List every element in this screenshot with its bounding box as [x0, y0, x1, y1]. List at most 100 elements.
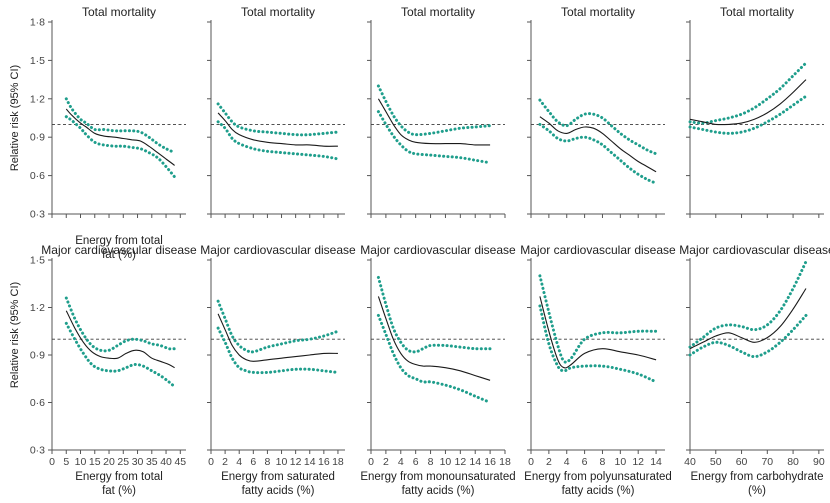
ci-upper-line [376, 275, 492, 354]
y-tick-label: 1·2 [30, 302, 45, 314]
chart-panel-r0c1: Total mortality [207, 5, 345, 218]
y-tick-label: 0·9 [30, 132, 45, 144]
estimate-line [539, 116, 657, 173]
x-tick-label: 10 [614, 456, 626, 468]
x-tick-label: 4 [236, 456, 242, 468]
x-tick-label: 40 [160, 456, 172, 468]
panel-title: Total mortality [401, 5, 475, 19]
y-axis-label-bottom: Relative risk (95% CI) [9, 282, 21, 388]
ci-lower-line [688, 313, 808, 359]
x-axis-label: fatty acids (%) [402, 485, 475, 497]
x-tick-label: 18 [332, 456, 344, 468]
x-axis-label: fat (%) [102, 249, 136, 261]
x-tick-label: 8 [428, 456, 434, 468]
x-tick-label: 25 [117, 456, 129, 468]
x-tick-label: 16 [318, 456, 330, 468]
estimate-line [539, 296, 657, 369]
x-tick-label: 40 [684, 456, 696, 468]
ci-upper-line [376, 84, 492, 137]
panel-title: Total mortality [720, 5, 794, 19]
x-tick-label: 10 [440, 456, 452, 468]
x-tick-label: 4 [564, 456, 570, 468]
ci-upper-line [216, 299, 340, 354]
ci-lower-line [376, 313, 492, 404]
x-tick-label: 10 [276, 456, 288, 468]
ci-lower-line [376, 110, 492, 165]
x-tick-label: 0 [368, 456, 374, 468]
panel-title: Major cardiovascular disease [41, 243, 197, 257]
x-axis-label: Energy from total [75, 235, 163, 247]
x-tick-label: 50 [710, 456, 722, 468]
estimate-line [689, 288, 807, 350]
y-tick-label: 1·2 [30, 93, 45, 105]
x-tick-label: 10 [75, 456, 87, 468]
ci-upper-line [688, 61, 808, 125]
x-tick-label: 4 [398, 456, 404, 468]
chart-panel-r1c0: Major cardiovascular disease 0·3 0·6 0·9 1·2… [30, 243, 197, 497]
ci-upper-line [64, 296, 177, 353]
panel-title: Total mortality [561, 5, 635, 19]
chart-panel-r1c3: Major cardiovascular disease 0 2 4 6 8 10 12 14 E… [520, 243, 676, 497]
x-tick-label: 16 [484, 456, 496, 468]
panel-title: Major cardiovascular disease [520, 243, 676, 257]
ci-upper-line [688, 260, 808, 349]
panel-title: Major cardiovascular disease [200, 243, 356, 257]
x-axis-label: Energy from carbohydrate [691, 471, 824, 483]
chart-panel-r0c3: Total mortality [527, 5, 665, 218]
estimate-line [217, 112, 338, 147]
panel-title: Major cardiovascular disease [679, 243, 830, 257]
estimate-line [65, 108, 175, 166]
ci-lower-line [216, 326, 340, 375]
estimate-line [217, 313, 338, 362]
x-axis-label: Energy from polyunsaturated [524, 471, 672, 483]
x-tick-label: 70 [761, 456, 773, 468]
x-tick-label: 30 [132, 456, 144, 468]
ci-upper-line [538, 98, 658, 156]
ci-upper-line [216, 102, 340, 137]
ci-upper-line [538, 274, 658, 364]
estimate-line [65, 310, 175, 369]
y-axis-label-top: Relative risk (95% CI) [9, 65, 21, 171]
x-tick-label: 14 [304, 456, 316, 468]
x-tick-label: 2 [546, 456, 552, 468]
x-tick-label: 0 [528, 456, 534, 468]
ci-upper-line [64, 97, 177, 155]
x-tick-label: 5 [63, 456, 69, 468]
ci-lower-line [64, 321, 177, 389]
y-tick-label: 1·8 [30, 17, 45, 29]
x-tick-label: 8 [264, 456, 270, 468]
chart-panel-r0c0: Total mortality 0·3 0·6 0·9 1·2 1·5 1·8 Energy … [30, 5, 186, 261]
x-tick-label: 12 [290, 456, 302, 468]
chart-panel-r1c4: Major cardiovascular disease 40 50 60 70 80 90… [679, 243, 830, 497]
x-axis-label: fat (%) [102, 485, 136, 497]
x-tick-label: 12 [632, 456, 644, 468]
x-tick-label: 80 [787, 456, 799, 468]
estimate-line [689, 79, 807, 126]
y-tick-label: 0·3 [30, 209, 45, 221]
x-tick-label: 6 [250, 456, 256, 468]
x-tick-label: 18 [499, 456, 511, 468]
x-tick-label: 0 [49, 456, 55, 468]
panel-title: Major cardiovascular disease [360, 243, 516, 257]
x-tick-label: 90 [813, 456, 825, 468]
x-axis-label: Energy from total [75, 471, 163, 483]
x-tick-label: 14 [469, 456, 481, 468]
ci-lower-line [538, 122, 658, 185]
y-tick-label: 1·5 [30, 55, 45, 67]
y-tick-label: 0·3 [30, 445, 45, 457]
x-tick-label: 60 [736, 456, 748, 468]
ci-lower-line [538, 304, 658, 384]
estimate-line [377, 98, 491, 146]
x-axis-label: fatty acids (%) [562, 485, 635, 497]
x-tick-label: 45 [174, 456, 186, 468]
panel-title: Total mortality [241, 5, 315, 19]
x-axis-label: Energy from saturated [221, 471, 335, 483]
y-tick-label: 0·9 [30, 350, 45, 362]
x-tick-label: 8 [600, 456, 606, 468]
y-tick-label: 0·6 [30, 397, 45, 409]
y-tick-label: 0·6 [30, 170, 45, 182]
x-axis-label: fatty acids (%) [242, 485, 315, 497]
